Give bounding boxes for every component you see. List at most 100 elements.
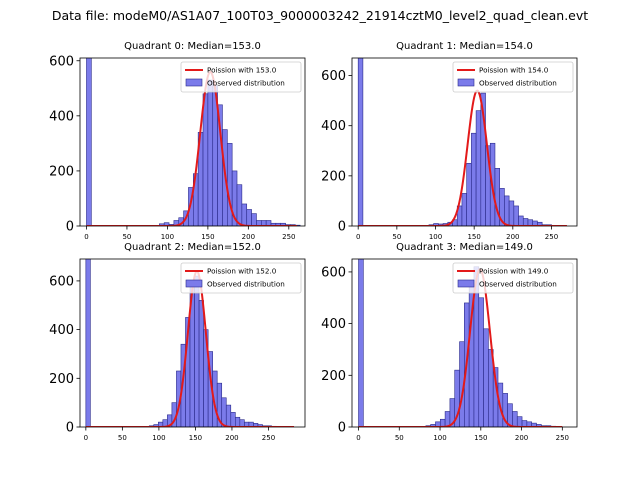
histogram-bar — [466, 163, 472, 226]
legend: Poission with 149.0 Observed distribution — [452, 262, 574, 294]
subplot-title: Quadrant 0: Median=153.0 — [124, 41, 261, 52]
histogram-bar — [475, 110, 482, 226]
subplot-title: Quadrant 3: Median=149.0 — [396, 242, 533, 253]
x-tick-label: 50 — [118, 434, 127, 442]
legend-box — [452, 262, 574, 294]
quadrant-3-plot — [358, 259, 563, 427]
x-tick-label: 0 — [84, 434, 88, 442]
histogram-bar — [207, 79, 214, 226]
legend-label-poisson: Poission with 153.0 — [207, 66, 277, 75]
figure-title: Data file: modeM0/AS1A07_100T03_90000032… — [51, 8, 589, 23]
histogram-bar — [194, 275, 200, 427]
x-tick-label: 150 — [201, 233, 214, 241]
axes-frame — [351, 258, 578, 428]
x-tick-label: 250 — [282, 233, 295, 241]
histogram-bar — [235, 416, 241, 427]
y-tick-label: 200 — [321, 369, 346, 384]
legend: Poission with 152.0 Observed distribution — [180, 262, 302, 294]
x-tick-label: 250 — [545, 233, 558, 241]
histogram-bar — [508, 200, 515, 226]
y-tick-label: 600 — [49, 274, 74, 289]
x-tick-label: 0 — [356, 233, 360, 241]
y-tick-label: 600 — [49, 54, 74, 69]
legend-bar-swatch — [457, 78, 475, 87]
y-tick-label: 0 — [66, 220, 74, 235]
legend-box — [452, 61, 574, 93]
axes-frame — [351, 57, 578, 227]
histogram-bar — [516, 416, 523, 427]
poisson-curve — [358, 89, 567, 226]
y-tick-label: 0 — [338, 220, 346, 235]
histogram-bar — [483, 328, 489, 427]
x-tick-label: 100 — [161, 233, 174, 241]
quadrant-0-panel: 0 50 100 150 200 250 0 200 400 600 Quadrant 0: Med… — [49, 41, 306, 241]
x-tick-label: 150 — [467, 233, 480, 241]
x-tick-label: 200 — [515, 434, 528, 442]
histogram-bar — [357, 58, 364, 226]
axes-frame — [79, 258, 306, 428]
legend-label-observed: Observed distribution — [479, 79, 557, 88]
histogram-bar — [236, 184, 243, 226]
x-tick-label: 200 — [506, 233, 519, 241]
legend-label-poisson: Poission with 152.0 — [207, 267, 277, 276]
subplot-title: Quadrant 2: Median=152.0 — [124, 242, 261, 253]
histogram-bar — [230, 412, 236, 427]
quadrant-3-panel: 0 50 100 150 200 250 0 200 400 600 Quadrant 3: Med… — [321, 242, 578, 442]
histogram-bar — [86, 58, 92, 226]
quadrant-1-panel: 0 50 100 150 200 250 0 200 400 600 Quadrant 1: Med… — [321, 41, 578, 241]
quadrant-1-plot — [357, 58, 567, 226]
histogram-bar — [471, 132, 477, 226]
histogram-bar — [241, 203, 248, 226]
x-tick-label: 150 — [189, 434, 202, 442]
histogram-bar — [513, 205, 519, 226]
histogram-bar — [85, 259, 91, 427]
histogram-bar — [246, 209, 252, 226]
histogram-bar — [202, 93, 209, 226]
histogram-bar — [504, 195, 510, 226]
y-tick-label: 0 — [338, 421, 346, 436]
x-tick-label: 0 — [356, 434, 360, 442]
histogram-bar — [239, 419, 245, 427]
histogram-bar — [522, 218, 529, 226]
quadrant-2-plot — [85, 259, 295, 427]
histogram-bar — [478, 297, 484, 427]
x-tick-label: 0 — [84, 233, 88, 241]
poisson-curve — [85, 269, 295, 427]
y-tick-label: 400 — [49, 323, 74, 338]
histogram-bar — [461, 193, 467, 226]
y-tick-label: 600 — [321, 69, 346, 84]
histogram-bar — [251, 213, 257, 226]
x-tick-label: 200 — [242, 233, 255, 241]
y-tick-label: 400 — [321, 317, 346, 332]
x-tick-label: 200 — [225, 434, 238, 442]
y-tick-label: 400 — [321, 119, 346, 134]
legend-label-observed: Observed distribution — [207, 280, 285, 289]
histogram-bar — [518, 215, 524, 226]
histogram-bar — [512, 411, 518, 427]
legend-bar-swatch — [457, 279, 475, 288]
x-tick-label: 100 — [429, 233, 442, 241]
histogram-bar — [198, 300, 204, 427]
x-tick-label: 50 — [395, 434, 404, 442]
x-tick-label: 100 — [433, 434, 446, 442]
quadrant-2-panel: 0 50 100 150 200 250 0 200 400 600 Quadrant 2: Med… — [49, 242, 306, 442]
poisson-curve — [358, 268, 563, 427]
poisson-curve — [86, 70, 297, 226]
legend-label-observed: Observed distribution — [207, 79, 285, 88]
x-tick-label: 250 — [262, 434, 275, 442]
legend: Poission with 154.0 Observed distribution — [452, 61, 574, 93]
histogram-bar — [358, 259, 364, 427]
histogram-bar — [227, 143, 233, 226]
histogram-bar — [221, 397, 227, 427]
legend-bar-swatch — [185, 279, 203, 288]
x-tick-label: 50 — [122, 233, 131, 241]
x-tick-label: 100 — [152, 434, 165, 442]
axes-frame — [79, 57, 306, 227]
legend-box — [180, 262, 302, 294]
legend-label-observed: Observed distribution — [479, 280, 557, 289]
x-tick-label: 250 — [556, 434, 569, 442]
y-tick-label: 0 — [66, 421, 74, 436]
legend-bar-swatch — [185, 78, 203, 87]
